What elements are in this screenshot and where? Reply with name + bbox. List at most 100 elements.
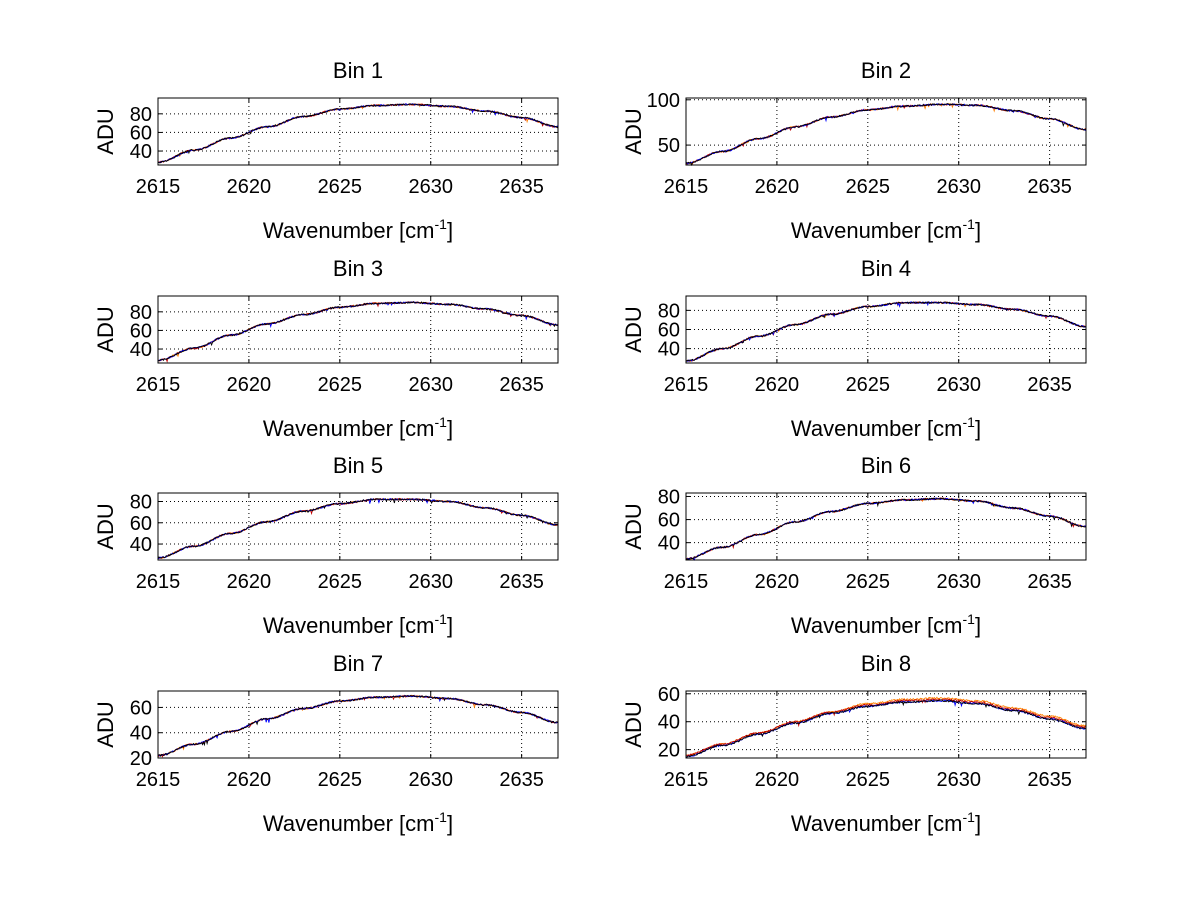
x-axis-label-superscript: -1 xyxy=(963,216,976,232)
x-axis-label-main: Wavenumber [cm xyxy=(263,811,435,836)
y-tick-label: 80 xyxy=(130,492,152,514)
x-axis-label: Wavenumber [cm-1] xyxy=(791,809,981,836)
y-tick-label: 60 xyxy=(658,510,680,532)
x-tick-label: 2630 xyxy=(408,374,453,396)
chart-title: Bin 2 xyxy=(861,58,911,83)
y-tick-label: 20 xyxy=(130,748,152,770)
chart-title: Bin 4 xyxy=(861,256,911,281)
x-axis-label-main: Wavenumber [cm xyxy=(263,218,435,243)
y-axis-label: ADU xyxy=(621,108,646,154)
data-line-series-4 xyxy=(685,103,1087,167)
subplot-bin-8: 2615 2620 2625 2630 2635 20 40 60 Bin 8 Wavenumbe… xyxy=(621,651,1087,836)
x-tick-label: 2630 xyxy=(408,571,453,593)
x-tick-label: 2620 xyxy=(227,571,272,593)
plot-area xyxy=(686,98,1086,165)
x-axis-label-superscript: -1 xyxy=(435,809,448,825)
data-line-series-4 xyxy=(157,103,559,164)
chart-title: Bin 6 xyxy=(861,453,911,478)
y-tick-label: 80 xyxy=(658,300,680,322)
x-tick-label: 2635 xyxy=(499,571,544,593)
y-tick-label: 40 xyxy=(130,534,152,556)
x-axis-label: Wavenumber [cm-1] xyxy=(263,611,453,638)
x-tick-label: 2630 xyxy=(936,374,981,396)
x-tick-label: 2615 xyxy=(664,374,709,396)
y-tick-label: 60 xyxy=(658,320,680,342)
x-axis-label-suffix: ] xyxy=(447,416,453,441)
x-axis-label-main: Wavenumber [cm xyxy=(791,218,963,243)
plot-area xyxy=(686,691,1086,758)
plot-area xyxy=(158,493,558,560)
x-tick-label: 2620 xyxy=(755,176,800,198)
x-tick-label: 2620 xyxy=(227,769,272,791)
axes-frame xyxy=(685,690,1087,759)
y-tick-label: 40 xyxy=(130,141,152,163)
x-tick-label: 2615 xyxy=(664,769,709,791)
x-tick-label: 2625 xyxy=(846,769,891,791)
y-tick-label: 60 xyxy=(658,684,680,706)
y-tick-label: 40 xyxy=(658,533,680,555)
x-tick-label: 2620 xyxy=(227,374,272,396)
x-tick-label: 2620 xyxy=(227,176,272,198)
chart-title: Bin 7 xyxy=(333,651,383,676)
data-line-series-4 xyxy=(157,301,559,362)
y-tick-label: 80 xyxy=(130,104,152,126)
chart-title: Bin 3 xyxy=(333,256,383,281)
axes-frame xyxy=(157,690,559,759)
x-tick-label: 2635 xyxy=(1027,571,1072,593)
y-axis-label: ADU xyxy=(93,503,118,549)
x-axis-label-superscript: -1 xyxy=(963,611,976,627)
x-tick-label: 2635 xyxy=(499,176,544,198)
axes-frame xyxy=(157,295,559,364)
y-tick-label: 40 xyxy=(130,723,152,745)
plot-area xyxy=(158,296,558,363)
y-tick-label: 80 xyxy=(130,302,152,324)
plot-area xyxy=(158,691,558,758)
x-tick-label: 2630 xyxy=(936,176,981,198)
y-tick-label: 60 xyxy=(130,122,152,144)
x-tick-label: 2625 xyxy=(318,374,363,396)
y-tick-label: 60 xyxy=(130,697,152,719)
x-axis-label-main: Wavenumber [cm xyxy=(263,416,435,441)
y-tick-label: 80 xyxy=(658,486,680,508)
x-axis-label-main: Wavenumber [cm xyxy=(791,811,963,836)
y-axis-label: ADU xyxy=(93,306,118,352)
x-axis-label: Wavenumber [cm-1] xyxy=(263,216,453,243)
x-axis-label-main: Wavenumber [cm xyxy=(791,613,963,638)
subplot-bin-2: 2615 2620 2625 2630 2635 50 100 Bin 2 Wavenumber… xyxy=(621,58,1087,243)
x-tick-label: 2615 xyxy=(136,176,181,198)
x-tick-label: 2630 xyxy=(408,176,453,198)
axes-frame xyxy=(685,492,1087,561)
x-axis-label-superscript: -1 xyxy=(963,809,976,825)
x-tick-label: 2620 xyxy=(755,769,800,791)
x-axis-label-suffix: ] xyxy=(975,811,981,836)
y-tick-label: 50 xyxy=(658,135,680,157)
x-axis-label: Wavenumber [cm-1] xyxy=(791,216,981,243)
x-tick-label: 2620 xyxy=(755,374,800,396)
chart-title: Bin 5 xyxy=(333,453,383,478)
x-axis-label-suffix: ] xyxy=(975,218,981,243)
x-axis-label: Wavenumber [cm-1] xyxy=(791,611,981,638)
y-axis-label: ADU xyxy=(621,503,646,549)
x-tick-label: 2635 xyxy=(499,374,544,396)
data-line-series-4 xyxy=(685,301,1087,362)
chart-title: Bin 8 xyxy=(861,651,911,676)
x-tick-label: 2615 xyxy=(136,374,181,396)
x-axis-label: Wavenumber [cm-1] xyxy=(263,809,453,836)
x-tick-label: 2615 xyxy=(664,176,709,198)
plot-area xyxy=(686,493,1086,560)
x-axis-label-main: Wavenumber [cm xyxy=(263,613,435,638)
x-axis-label-suffix: ] xyxy=(447,811,453,836)
data-line-series-4 xyxy=(685,497,1087,560)
axes-frame xyxy=(157,492,559,561)
x-tick-label: 2635 xyxy=(1027,176,1072,198)
x-tick-label: 2615 xyxy=(664,571,709,593)
y-tick-label: 60 xyxy=(130,513,152,535)
y-axis-label: ADU xyxy=(93,701,118,747)
x-tick-label: 2635 xyxy=(1027,769,1072,791)
x-axis-label-suffix: ] xyxy=(975,613,981,638)
y-tick-label: 40 xyxy=(658,339,680,361)
